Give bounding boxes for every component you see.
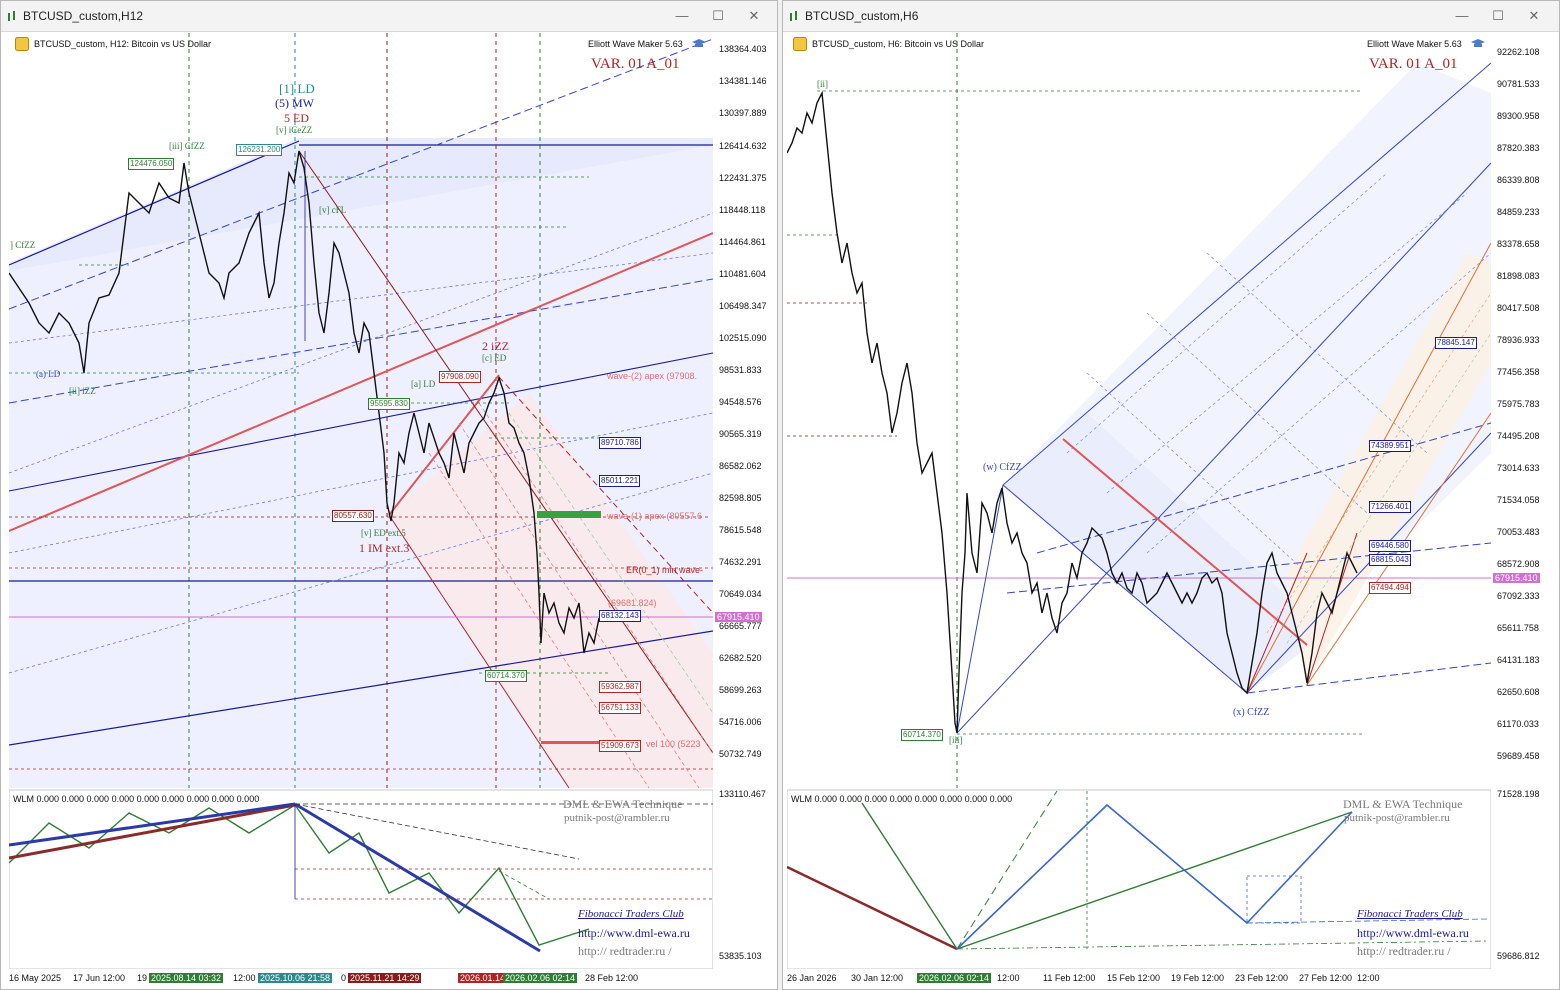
wave-label: (x) CfZZ xyxy=(1233,707,1270,718)
level-note: vel 100 (5223 xyxy=(646,739,701,749)
wave-label: [1] LD xyxy=(279,81,315,96)
price-box: 71266.401 xyxy=(1369,501,1411,513)
credit-text: Fibonacci Traders Club xyxy=(1357,908,1463,920)
wave-label: [a] LD xyxy=(411,379,436,389)
credit-link[interactable]: http://www.dml-ewa.ru xyxy=(578,926,690,940)
chart-header: BTCUSD_custom, H6: Bitcoin vs US Dollar xyxy=(812,39,985,49)
window-titlebar[interactable]: BTCUSD_custom,H6 — ☐ ✕ xyxy=(783,1,1559,32)
current-price-tag: 67915.410 xyxy=(715,612,762,622)
price-box: 97908.090 xyxy=(439,371,481,383)
chart-header: BTCUSD_custom, H12: Bitcoin vs US Dollar xyxy=(34,39,212,49)
time-axis: 26 Jan 2026 30 Jan 12:00 2026.02.06 02:1… xyxy=(787,973,1380,983)
price-box: 74389.951 xyxy=(1369,440,1411,452)
credit-text: putnik-post@rambler.ru xyxy=(564,812,670,824)
wave-label: [ii] xyxy=(817,79,828,89)
price-box: 68132.143 xyxy=(599,610,641,622)
price-box: 124476.050 xyxy=(128,158,175,170)
window-title: BTCUSD_custom,H12 xyxy=(23,9,144,23)
price-box: 60714.370 xyxy=(485,670,527,682)
wave-label: [iii] xyxy=(949,735,963,745)
wave-label: 1 IM ext.3 xyxy=(359,541,410,555)
price-box: 60714.370 xyxy=(901,729,943,741)
level-note: (69681.824) xyxy=(608,598,657,608)
price-axis: 92262.108 90781.533 89300.958 87820.383 … xyxy=(1497,47,1540,961)
price-axis: 138364.403 134381.146 130397.889 126414.… xyxy=(719,44,767,961)
graduation-cap-icon xyxy=(1471,39,1485,47)
chart-icon xyxy=(15,37,29,51)
credit-text: DML & EWA Technique xyxy=(563,797,683,811)
maximize-button[interactable]: ☐ xyxy=(1492,8,1504,23)
window-title: BTCUSD_custom,H6 xyxy=(805,9,919,23)
price-box: 69446.580 xyxy=(1369,540,1411,552)
graduation-cap-icon xyxy=(692,39,706,47)
close-button[interactable]: ✕ xyxy=(1528,8,1540,23)
price-chart[interactable] xyxy=(787,33,1491,969)
credit-link[interactable]: http:// redtrader.ru / xyxy=(578,944,672,958)
price-box: 80557.630 xyxy=(332,510,374,522)
wave-label: [c] ED xyxy=(482,353,507,363)
price-box: 78845.147 xyxy=(1435,337,1477,349)
current-price-tag: 67915.410 xyxy=(1493,573,1540,583)
price-box: 95595.830 xyxy=(368,398,410,410)
minimize-button[interactable]: — xyxy=(675,8,689,23)
maximize-button[interactable]: ☐ xyxy=(712,8,724,23)
close-button[interactable]: ✕ xyxy=(748,8,760,23)
wave-label: [v] ED ext.5 xyxy=(361,528,406,538)
variant-label: VAR. 01 A_01 xyxy=(591,56,680,72)
window-titlebar[interactable]: BTCUSD_custom,H12 — ☐ ✕ xyxy=(1,1,777,32)
price-box: 68815.043 xyxy=(1369,554,1411,566)
wave-label: 2 iZZ xyxy=(482,339,509,353)
credit-text: Fibonacci Traders Club xyxy=(578,908,684,920)
wave-label: [v] cFL xyxy=(319,205,347,215)
time-axis: 16 May 2025 17 Jun 12:00 19 2025.08.14 0… xyxy=(9,973,639,983)
price-box: 56751.133 xyxy=(599,702,641,714)
price-box: 85011.221 xyxy=(599,475,641,487)
price-chart[interactable] xyxy=(9,33,713,969)
indicator-name: Elliott Wave Maker 5.63 xyxy=(588,39,683,49)
price-box: 51909.673 xyxy=(599,740,641,752)
wave-label: [ii] iZZ xyxy=(69,386,96,396)
chart-window-h6[interactable]: BTCUSD_custom,H6 — ☐ ✕ xyxy=(782,0,1560,990)
chart-icon xyxy=(8,11,15,21)
price-box: 126231.200 xyxy=(236,144,283,156)
credit-text: DML & EWA Technique xyxy=(1343,797,1463,811)
wave-label: (a) LD xyxy=(36,369,61,379)
chart-icon xyxy=(790,11,797,21)
minimize-button[interactable]: — xyxy=(1455,8,1469,23)
wave-label: (5) MW xyxy=(275,96,314,110)
price-box: 59362.987 xyxy=(599,681,641,693)
wave-label: 5 ED xyxy=(284,111,309,125)
credit-link[interactable]: http://www.dml-ewa.ru xyxy=(1357,926,1469,940)
credit-text: putnik-post@rambler.ru xyxy=(1344,812,1450,824)
wave-label: [iii] CfZZ xyxy=(169,141,205,151)
price-box: 89710.786 xyxy=(599,437,641,449)
credit-link[interactable]: http:// redtrader.ru / xyxy=(1357,944,1451,958)
indicator-name: Elliott Wave Maker 5.63 xyxy=(1367,39,1462,49)
wave-label: [v] iCeZZ xyxy=(276,125,313,135)
level-note: wave-(2) apex (97908. xyxy=(607,371,698,381)
price-box: 67494.494 xyxy=(1369,582,1411,594)
chart-icon xyxy=(793,37,807,51)
variant-label: VAR. 01 A_01 xyxy=(1369,56,1458,72)
wave-label: (w) CfZZ xyxy=(983,462,1022,473)
chart-window-h12[interactable]: BTCUSD_custom,H12 — ☐ ✕ xyxy=(0,0,778,990)
level-note: ER(0_1) min wave- xyxy=(626,565,704,575)
wave-label: ] CfZZ xyxy=(10,240,36,250)
sub-window-header: WLM 0.000 0.000 0.000 0.000 0.000 0.000 … xyxy=(13,794,260,804)
sub-window-header: WLM 0.000 0.000 0.000 0.000 0.000 0.000 … xyxy=(791,794,1013,804)
level-note: wave-(1) apex (80557.6 xyxy=(607,511,703,521)
